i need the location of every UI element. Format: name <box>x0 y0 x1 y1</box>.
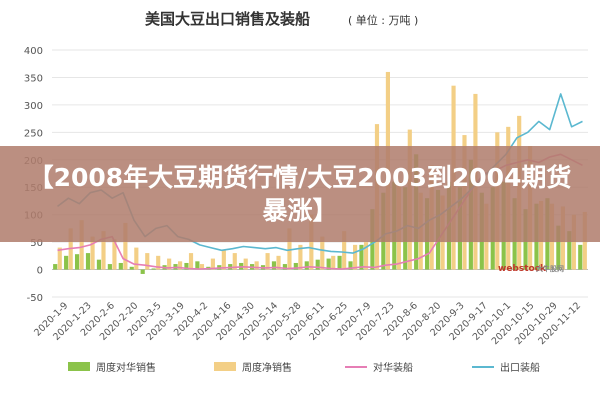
chart-title: 美国大豆出口销售及装船 <box>145 10 310 28</box>
bar <box>112 239 117 270</box>
bar <box>265 253 270 270</box>
y-tick-label: 0 <box>37 266 43 277</box>
bar <box>304 261 309 270</box>
legend: 周度对华销售 周度净销售 对华装船 出口装船 <box>68 361 540 374</box>
bar <box>79 220 84 270</box>
legend-item: 周度净销售 <box>214 361 292 374</box>
bar <box>107 264 112 270</box>
legend-label: 出口装船 <box>500 361 540 374</box>
legend-swatch <box>68 362 90 371</box>
bar <box>556 225 561 270</box>
bar <box>178 261 183 270</box>
y-tick-label: 400 <box>24 46 43 57</box>
bar <box>254 261 259 270</box>
bar <box>298 244 303 270</box>
bar <box>57 247 62 270</box>
bar <box>567 231 572 270</box>
chart-unit: ( 单位 : 万吨 ) <box>348 13 418 27</box>
y-tick-label: 300 <box>24 101 43 112</box>
bar <box>184 262 189 270</box>
bar <box>74 254 80 270</box>
bar <box>188 253 194 270</box>
y-tick-label: 250 <box>24 128 43 139</box>
bar <box>293 262 298 270</box>
bar <box>271 261 277 270</box>
legend-item: 对华装船 <box>345 361 413 374</box>
watermark-sub: 大牛股网 <box>536 264 564 273</box>
headline-text: 【2008年大豆期货行情/大豆2003到2004期货暴涨】 <box>28 163 572 225</box>
bar <box>221 250 226 270</box>
bar <box>129 266 134 270</box>
bar <box>359 244 364 270</box>
legend-label: 周度对华销售 <box>96 361 156 374</box>
bar <box>118 262 123 270</box>
bar <box>96 259 102 270</box>
bar <box>363 242 369 270</box>
legend-swatch <box>214 362 236 371</box>
bar <box>145 253 150 270</box>
bar <box>326 258 331 270</box>
bar <box>348 261 353 270</box>
bar <box>315 259 320 270</box>
bar <box>232 253 237 270</box>
bar <box>85 253 91 270</box>
bar <box>151 268 156 270</box>
bar <box>101 231 106 270</box>
y-tick-label: 50 <box>30 238 43 249</box>
bar <box>282 264 287 270</box>
y-tick-label: -50 <box>27 293 43 304</box>
bar <box>276 255 281 270</box>
watermark-brand: webstock <box>498 264 547 274</box>
bar <box>210 258 215 270</box>
watermark-logo: webstock 大牛股网 <box>498 264 564 274</box>
bar <box>578 244 583 270</box>
bar <box>90 236 95 270</box>
legend-label: 周度净销售 <box>242 361 292 374</box>
legend-item: 周度对华销售 <box>68 361 156 374</box>
bar <box>353 244 358 270</box>
bar <box>337 255 342 270</box>
legend-label: 对华装船 <box>373 361 413 374</box>
bar <box>199 264 205 270</box>
y-tick-label: 350 <box>24 73 43 84</box>
bar <box>342 231 347 270</box>
bar <box>287 228 292 270</box>
bar <box>53 264 58 270</box>
bar <box>134 247 139 270</box>
bar <box>243 258 248 270</box>
bar <box>320 236 325 270</box>
headline-banner: 【2008年大豆期货行情/大豆2003到2004期货暴涨】 <box>0 146 600 242</box>
bar <box>571 214 576 270</box>
bar <box>140 269 145 274</box>
legend-item: 出口装船 <box>472 361 540 374</box>
bar <box>309 214 314 270</box>
bar <box>123 222 128 270</box>
bar <box>167 258 172 270</box>
bar <box>195 261 200 270</box>
bar <box>156 255 161 270</box>
bar <box>64 255 69 270</box>
bar <box>331 255 336 270</box>
